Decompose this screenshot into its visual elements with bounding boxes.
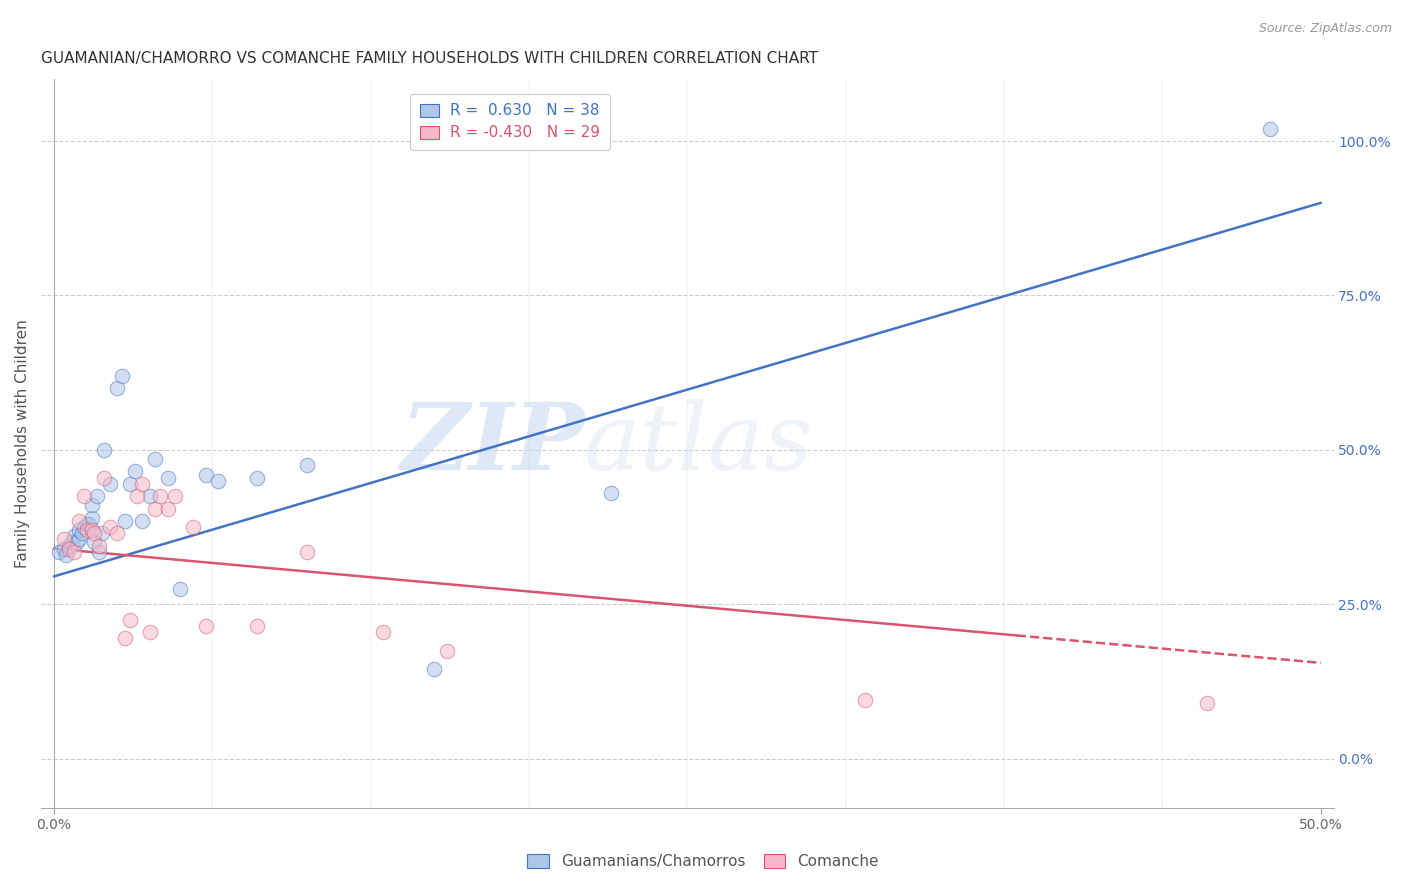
Point: [76, 516, 98, 531]
Point: [83, 535, 105, 549]
Point: [156, 470, 179, 484]
Point: [131, 476, 153, 491]
Point: [165, 489, 187, 503]
Point: [55, 548, 77, 562]
Point: [295, 545, 318, 559]
Point: [67, 514, 90, 528]
Point: [245, 619, 267, 633]
Point: [76, 523, 98, 537]
Point: [63, 529, 86, 543]
Point: [65, 535, 87, 549]
Point: [52, 541, 75, 556]
Point: [58, 541, 80, 556]
Point: [105, 381, 128, 395]
Point: [139, 625, 162, 640]
Point: [93, 470, 115, 484]
Point: [114, 631, 136, 645]
Point: [118, 613, 141, 627]
Point: [423, 662, 446, 676]
Point: [98, 476, 121, 491]
Point: [114, 514, 136, 528]
Point: [245, 470, 267, 484]
Point: [149, 489, 172, 503]
Point: [118, 476, 141, 491]
Point: [83, 526, 105, 541]
Point: [86, 489, 108, 503]
Point: [207, 474, 229, 488]
Point: [194, 467, 217, 482]
Legend: R =  0.630   N = 38, R = -0.430   N = 29: R = 0.630 N = 38, R = -0.430 N = 29: [411, 94, 610, 150]
Point: [127, 489, 149, 503]
Text: Source: ZipAtlas.com: Source: ZipAtlas.com: [1258, 22, 1392, 36]
Point: [73, 520, 96, 534]
Point: [1195, 696, 1218, 710]
Point: [111, 368, 134, 383]
Point: [70, 526, 93, 541]
Text: GUAMANIAN/CHAMORRO VS COMANCHE FAMILY HOUSEHOLDS WITH CHILDREN CORRELATION CHART: GUAMANIAN/CHAMORRO VS COMANCHE FAMILY HO…: [41, 51, 818, 66]
Point: [63, 545, 86, 559]
Point: [436, 643, 458, 657]
Point: [48, 545, 70, 559]
Point: [90, 526, 112, 541]
Point: [58, 539, 80, 553]
Point: [194, 619, 217, 633]
Point: [1258, 121, 1281, 136]
Point: [169, 582, 191, 596]
Point: [80, 499, 103, 513]
Legend: Guamanians/Chamorros, Comanche: Guamanians/Chamorros, Comanche: [522, 847, 884, 875]
Point: [60, 535, 83, 549]
Point: [80, 510, 103, 524]
Text: atlas: atlas: [583, 399, 814, 489]
Point: [373, 625, 395, 640]
Point: [600, 486, 623, 500]
Y-axis label: Family Households with Children: Family Households with Children: [15, 319, 30, 568]
Point: [124, 465, 146, 479]
Text: ZIP: ZIP: [399, 399, 583, 489]
Point: [73, 489, 96, 503]
Point: [89, 539, 111, 553]
Point: [181, 520, 204, 534]
Point: [156, 501, 179, 516]
Point: [105, 526, 128, 541]
Point: [52, 533, 75, 547]
Point: [80, 523, 103, 537]
Point: [67, 533, 90, 547]
Point: [77, 516, 100, 531]
Point: [853, 693, 876, 707]
Point: [93, 442, 115, 457]
Point: [89, 545, 111, 559]
Point: [143, 501, 166, 516]
Point: [98, 520, 121, 534]
Point: [139, 489, 162, 503]
Point: [143, 452, 166, 467]
Point: [67, 523, 90, 537]
Point: [131, 514, 153, 528]
Point: [295, 458, 318, 473]
